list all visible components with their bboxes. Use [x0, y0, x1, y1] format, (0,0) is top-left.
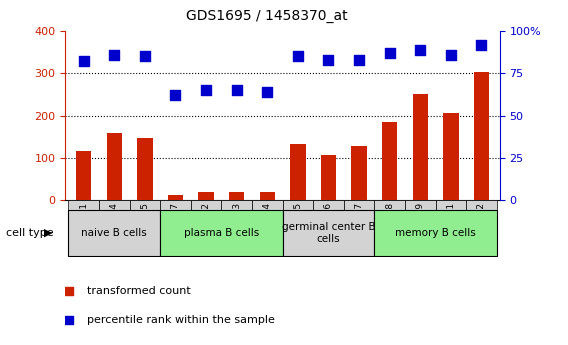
- Text: percentile rank within the sample: percentile rank within the sample: [87, 315, 275, 325]
- Text: GSM94766: GSM94766: [324, 202, 333, 251]
- Bar: [443, 114, 458, 200]
- Text: GSM94769: GSM94769: [416, 202, 425, 251]
- Point: [110, 52, 119, 58]
- Bar: [198, 192, 214, 200]
- Bar: [321, 155, 336, 200]
- FancyBboxPatch shape: [252, 200, 283, 212]
- FancyBboxPatch shape: [313, 200, 344, 212]
- FancyBboxPatch shape: [344, 200, 374, 212]
- Text: GSM94744: GSM94744: [110, 202, 119, 251]
- FancyBboxPatch shape: [222, 200, 252, 212]
- Point: [293, 54, 302, 59]
- Point: [385, 50, 394, 56]
- Point: [446, 52, 456, 58]
- FancyBboxPatch shape: [130, 200, 160, 212]
- Bar: [168, 195, 183, 200]
- Text: GSM94747: GSM94747: [171, 202, 180, 251]
- FancyBboxPatch shape: [160, 200, 191, 212]
- FancyBboxPatch shape: [68, 210, 160, 256]
- Text: GSM94763: GSM94763: [232, 202, 241, 251]
- Bar: [137, 138, 153, 200]
- FancyBboxPatch shape: [283, 200, 313, 212]
- Point: [416, 47, 425, 52]
- FancyBboxPatch shape: [191, 200, 222, 212]
- Text: GDS1695 / 1458370_at: GDS1695 / 1458370_at: [186, 9, 348, 23]
- Text: GSM94765: GSM94765: [294, 202, 302, 251]
- Text: GSM94745: GSM94745: [140, 202, 149, 251]
- Bar: [474, 72, 489, 200]
- FancyBboxPatch shape: [374, 200, 405, 212]
- Text: GSM94772: GSM94772: [477, 202, 486, 251]
- Point: [65, 288, 74, 293]
- Bar: [260, 192, 275, 200]
- Text: ▶: ▶: [44, 228, 52, 238]
- Point: [263, 89, 272, 95]
- FancyBboxPatch shape: [99, 200, 130, 212]
- FancyBboxPatch shape: [466, 200, 497, 212]
- Text: memory B cells: memory B cells: [395, 228, 476, 238]
- Point: [171, 92, 180, 98]
- Bar: [412, 95, 428, 200]
- Point: [79, 59, 88, 64]
- Point: [65, 317, 74, 323]
- Point: [140, 54, 149, 59]
- FancyBboxPatch shape: [436, 200, 466, 212]
- Text: cell type: cell type: [6, 228, 53, 238]
- Bar: [107, 133, 122, 200]
- Text: GSM94762: GSM94762: [202, 202, 211, 251]
- FancyBboxPatch shape: [68, 200, 99, 212]
- Point: [324, 57, 333, 62]
- FancyBboxPatch shape: [283, 210, 374, 256]
- Bar: [352, 146, 367, 200]
- Text: GSM94767: GSM94767: [354, 202, 364, 251]
- Bar: [76, 151, 91, 200]
- Point: [232, 87, 241, 93]
- Text: naive B cells: naive B cells: [81, 228, 147, 238]
- Text: germinal center B
cells: germinal center B cells: [282, 222, 375, 244]
- Point: [354, 57, 364, 62]
- Text: GSM94764: GSM94764: [263, 202, 272, 251]
- Text: plasma B cells: plasma B cells: [184, 228, 259, 238]
- Bar: [229, 193, 244, 200]
- Point: [477, 42, 486, 47]
- Bar: [382, 122, 398, 200]
- Text: GSM94768: GSM94768: [385, 202, 394, 251]
- Bar: [290, 144, 306, 200]
- Text: GSM94741: GSM94741: [79, 202, 88, 251]
- Point: [202, 87, 211, 93]
- Text: transformed count: transformed count: [87, 286, 191, 296]
- FancyBboxPatch shape: [374, 210, 497, 256]
- FancyBboxPatch shape: [405, 200, 436, 212]
- FancyBboxPatch shape: [160, 210, 283, 256]
- Text: GSM94771: GSM94771: [446, 202, 456, 251]
